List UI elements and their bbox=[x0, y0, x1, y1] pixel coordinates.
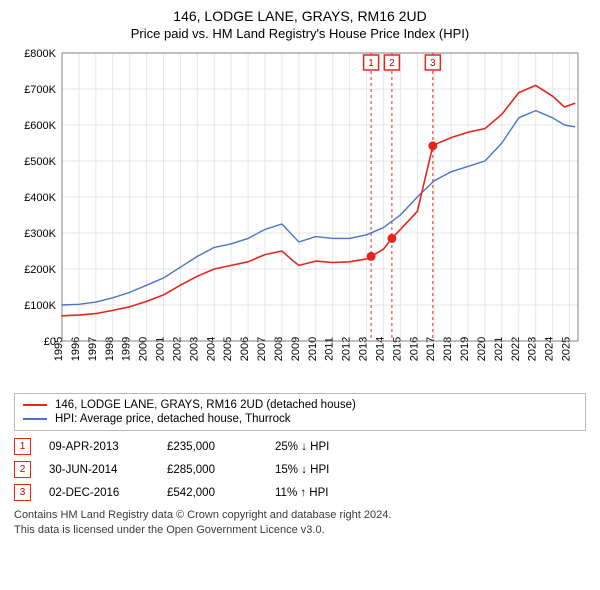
svg-text:£300K: £300K bbox=[24, 228, 56, 240]
svg-text:2005: 2005 bbox=[222, 337, 234, 361]
line-chart: £0£100K£200K£300K£400K£500K£600K£700K£80… bbox=[14, 47, 586, 387]
svg-text:3: 3 bbox=[430, 58, 436, 69]
svg-text:1996: 1996 bbox=[70, 337, 82, 361]
event-badge: 3 bbox=[14, 484, 31, 501]
svg-text:2024: 2024 bbox=[544, 337, 556, 361]
svg-text:1998: 1998 bbox=[104, 337, 116, 361]
footer-line: Contains HM Land Registry data © Crown c… bbox=[14, 508, 586, 523]
svg-text:2023: 2023 bbox=[527, 337, 539, 361]
svg-text:2001: 2001 bbox=[155, 337, 167, 361]
svg-text:2014: 2014 bbox=[374, 337, 386, 361]
svg-text:£200K: £200K bbox=[24, 264, 56, 276]
svg-text:2012: 2012 bbox=[341, 337, 353, 361]
event-hpi: 11% ↑ HPI bbox=[275, 487, 385, 499]
event-price: £285,000 bbox=[167, 464, 257, 476]
svg-text:2020: 2020 bbox=[476, 337, 488, 361]
event-date: 09-APR-2013 bbox=[49, 441, 149, 453]
legend-swatch-property bbox=[23, 404, 47, 406]
svg-text:2013: 2013 bbox=[358, 337, 370, 361]
svg-text:2004: 2004 bbox=[205, 337, 217, 361]
svg-text:£600K: £600K bbox=[24, 120, 56, 132]
svg-text:2021: 2021 bbox=[493, 337, 505, 361]
event-hpi: 15% ↓ HPI bbox=[275, 464, 385, 476]
svg-text:1995: 1995 bbox=[53, 337, 65, 361]
svg-text:2016: 2016 bbox=[408, 337, 420, 361]
svg-text:2009: 2009 bbox=[290, 337, 302, 361]
svg-text:2000: 2000 bbox=[138, 337, 150, 361]
svg-text:£400K: £400K bbox=[24, 192, 56, 204]
event-badge: 1 bbox=[14, 438, 31, 455]
legend-swatch-hpi bbox=[23, 418, 47, 420]
svg-text:2018: 2018 bbox=[442, 337, 454, 361]
event-price: £235,000 bbox=[167, 441, 257, 453]
svg-text:2019: 2019 bbox=[459, 337, 471, 361]
legend-label: 146, LODGE LANE, GRAYS, RM16 2UD (detach… bbox=[55, 399, 356, 411]
chart-container: 146, LODGE LANE, GRAYS, RM16 2UD Price p… bbox=[0, 0, 600, 590]
legend-label: HPI: Average price, detached house, Thur… bbox=[55, 413, 290, 425]
chart-title: 146, LODGE LANE, GRAYS, RM16 2UD bbox=[14, 8, 586, 24]
event-badge: 2 bbox=[14, 461, 31, 478]
svg-text:2007: 2007 bbox=[256, 337, 268, 361]
footer: Contains HM Land Registry data © Crown c… bbox=[14, 508, 586, 538]
svg-text:1999: 1999 bbox=[121, 337, 133, 361]
svg-text:2008: 2008 bbox=[273, 337, 285, 361]
event-date: 02-DEC-2016 bbox=[49, 487, 149, 499]
event-price: £542,000 bbox=[167, 487, 257, 499]
footer-line: This data is licensed under the Open Gov… bbox=[14, 523, 586, 538]
legend-item: HPI: Average price, detached house, Thur… bbox=[23, 412, 577, 426]
svg-text:1: 1 bbox=[368, 58, 374, 69]
svg-text:2025: 2025 bbox=[561, 337, 573, 361]
event-row: 3 02-DEC-2016 £542,000 11% ↑ HPI bbox=[14, 481, 586, 504]
svg-text:£700K: £700K bbox=[24, 84, 56, 96]
event-date: 30-JUN-2014 bbox=[49, 464, 149, 476]
svg-text:2002: 2002 bbox=[171, 337, 183, 361]
events-list: 1 09-APR-2013 £235,000 25% ↓ HPI 2 30-JU… bbox=[14, 435, 586, 504]
svg-text:2006: 2006 bbox=[239, 337, 251, 361]
chart-subtitle: Price paid vs. HM Land Registry's House … bbox=[14, 26, 586, 41]
legend-item: 146, LODGE LANE, GRAYS, RM16 2UD (detach… bbox=[23, 398, 577, 412]
legend: 146, LODGE LANE, GRAYS, RM16 2UD (detach… bbox=[14, 393, 586, 431]
svg-text:2010: 2010 bbox=[307, 337, 319, 361]
event-hpi: 25% ↓ HPI bbox=[275, 441, 385, 453]
svg-text:£800K: £800K bbox=[24, 48, 56, 60]
svg-text:£100K: £100K bbox=[24, 300, 56, 312]
svg-text:2022: 2022 bbox=[510, 337, 522, 361]
svg-text:2015: 2015 bbox=[391, 337, 403, 361]
svg-text:2017: 2017 bbox=[425, 337, 437, 361]
svg-text:£500K: £500K bbox=[24, 156, 56, 168]
event-row: 2 30-JUN-2014 £285,000 15% ↓ HPI bbox=[14, 458, 586, 481]
svg-text:2: 2 bbox=[389, 58, 395, 69]
svg-text:1997: 1997 bbox=[87, 337, 99, 361]
svg-text:2003: 2003 bbox=[188, 337, 200, 361]
event-row: 1 09-APR-2013 £235,000 25% ↓ HPI bbox=[14, 435, 586, 458]
